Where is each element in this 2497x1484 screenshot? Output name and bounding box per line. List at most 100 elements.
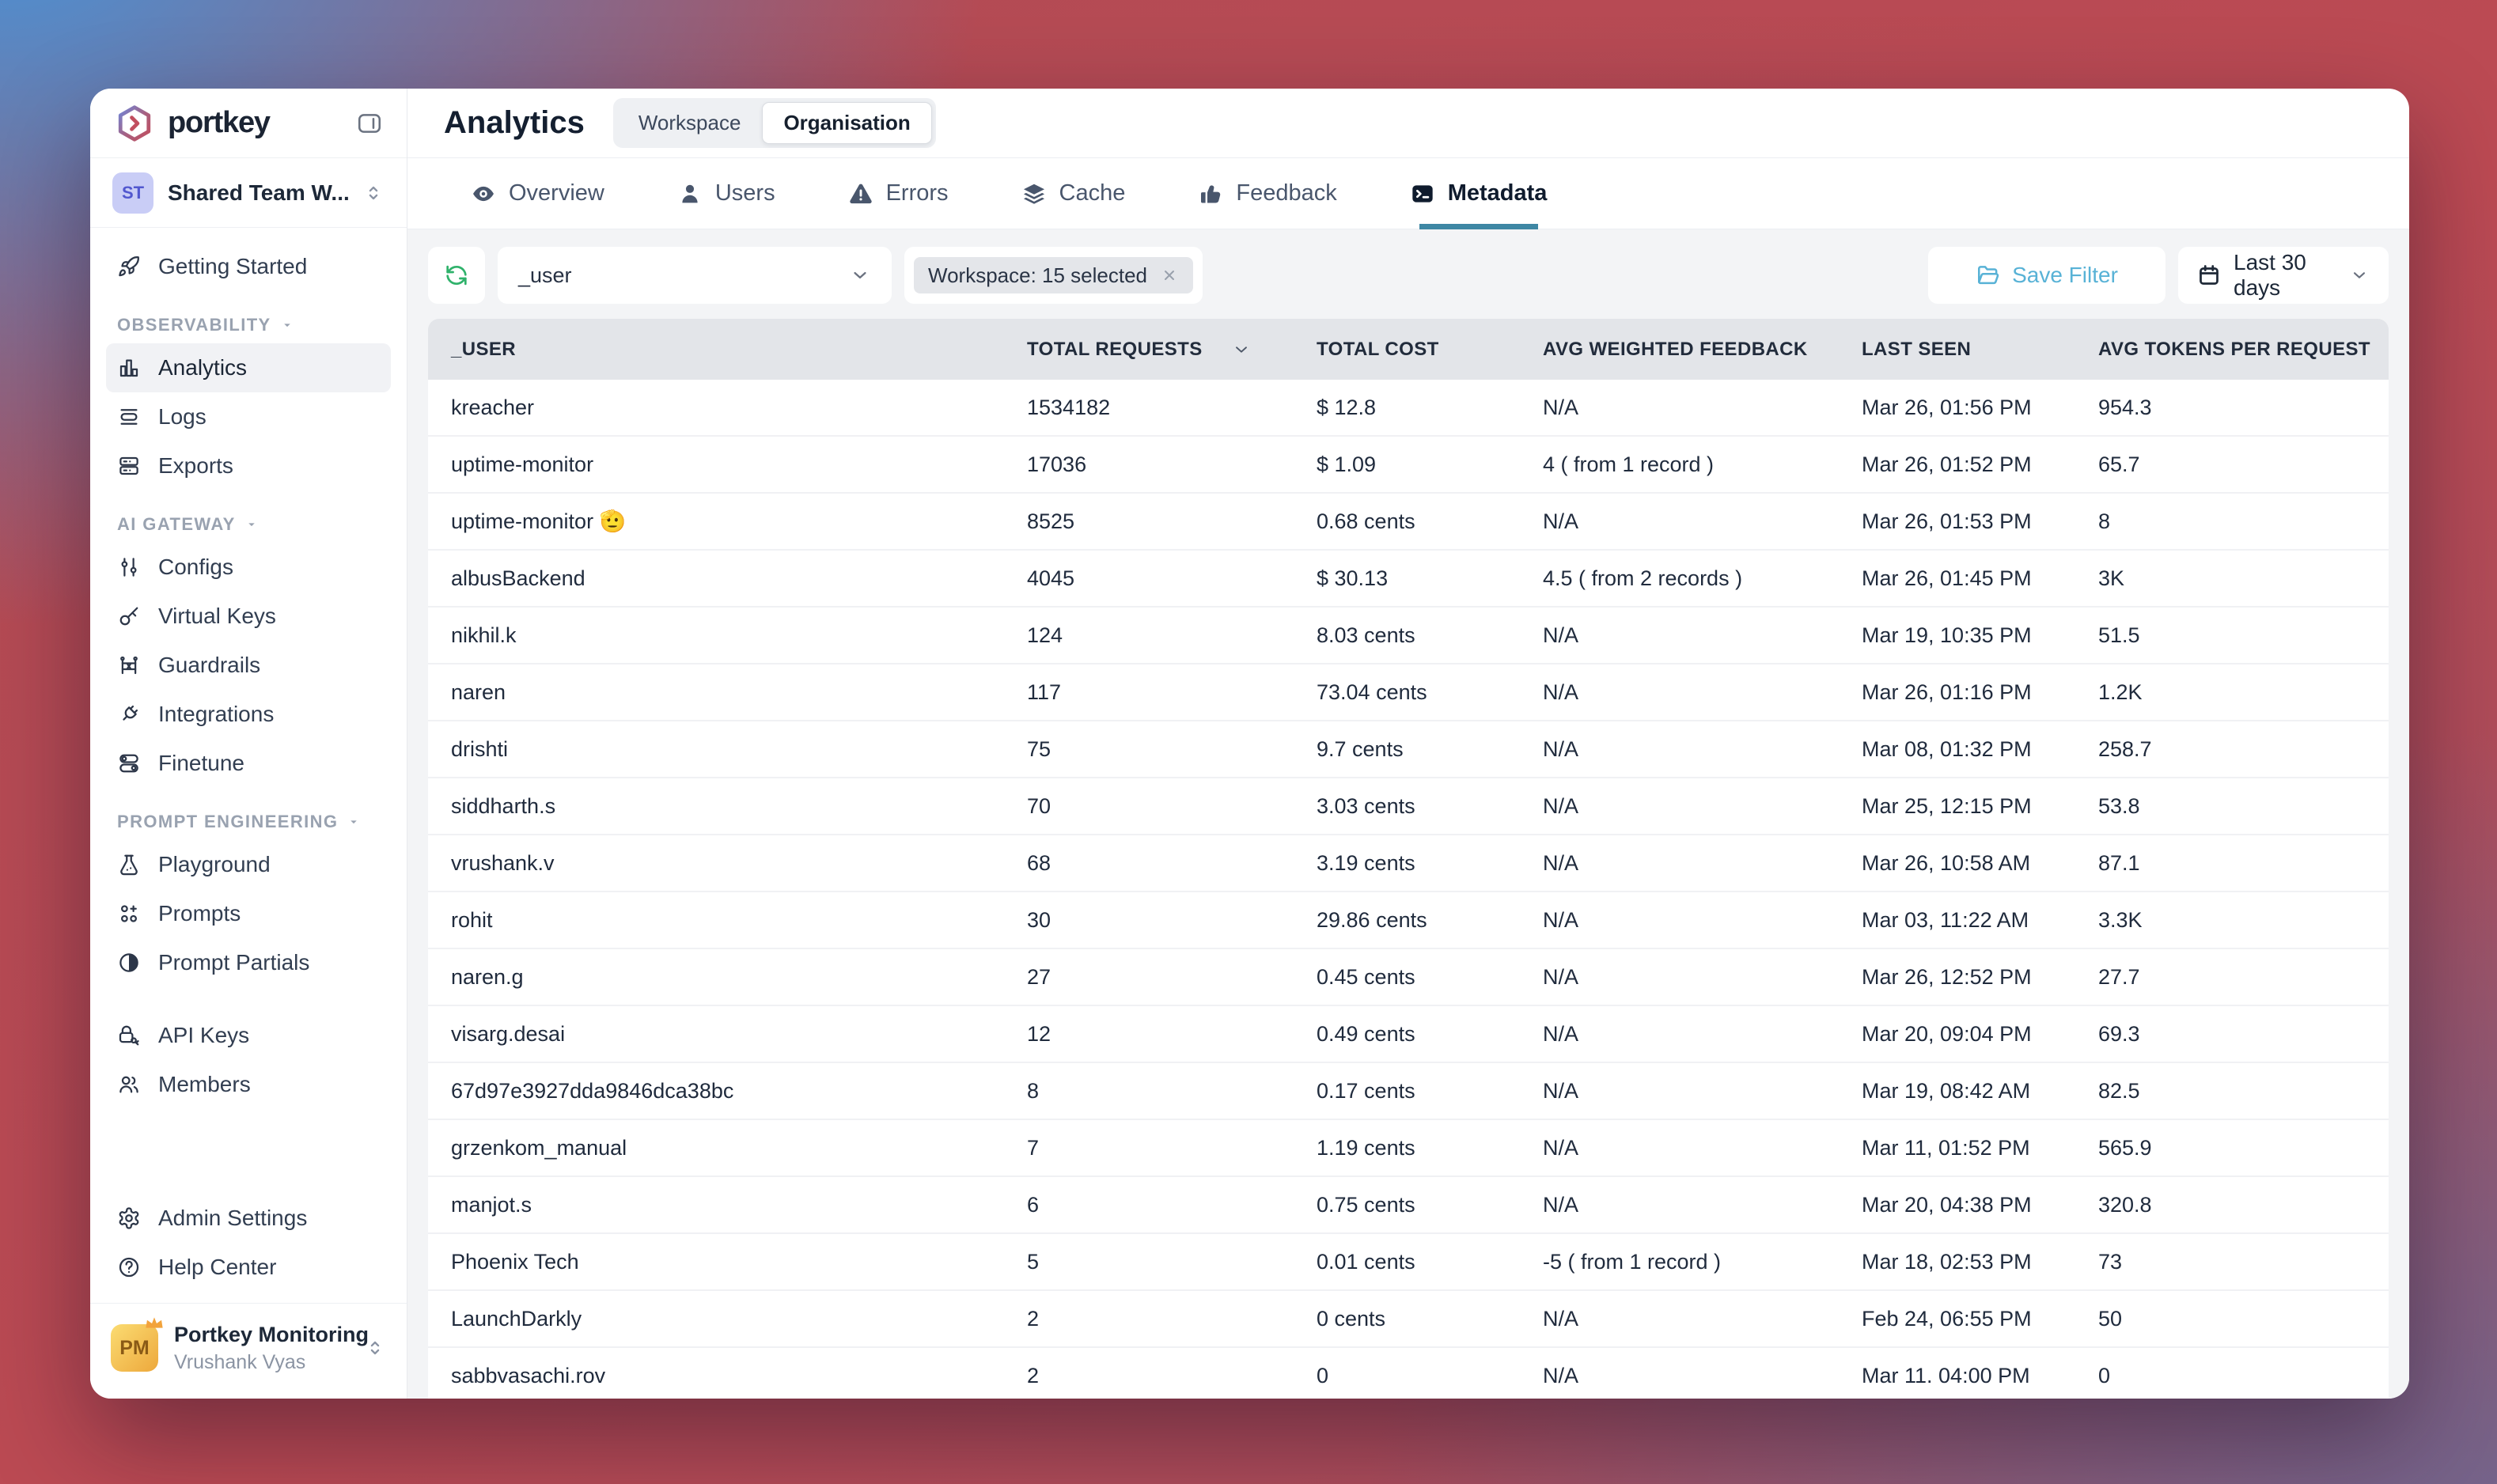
workspace-filter-chip[interactable]: Workspace: 15 selected xyxy=(914,257,1193,293)
sidebar-item-guardrails[interactable]: Guardrails xyxy=(106,641,391,690)
cell-avg_weighted_feedback: N/A xyxy=(1543,736,1579,761)
sidebar-item-label: Analytics xyxy=(158,355,248,380)
rocket-icon xyxy=(117,255,141,278)
column-header-user[interactable]: _USER xyxy=(428,339,1004,361)
close-icon[interactable] xyxy=(1160,266,1179,285)
sidebar-item-label: Logs xyxy=(158,404,207,429)
save-filter-label: Save Filter xyxy=(2012,263,2118,287)
tab-cache[interactable]: Cache xyxy=(985,158,1162,229)
content-area: _user Workspace: 15 selected xyxy=(407,229,2409,1399)
cell-total_requests: 4045 xyxy=(1027,566,1075,590)
cell-user: uptime-monitor 🫡 xyxy=(451,509,627,533)
sidebar-item-logs[interactable]: Logs xyxy=(106,392,391,441)
sidebar-item-admin-settings[interactable]: Admin Settings xyxy=(106,1194,391,1243)
cell-avg_weighted_feedback: N/A xyxy=(1543,907,1579,932)
cell-avg_tokens_per_request: 73 xyxy=(2098,1249,2123,1274)
column-header-total-requests[interactable]: TOTAL REQUESTS xyxy=(1004,339,1294,361)
cell-user: siddharth.s xyxy=(451,793,556,818)
column-header-last-seen[interactable]: LAST SEEN xyxy=(1839,339,2075,361)
sidebar-item-label: Prompts xyxy=(158,901,241,926)
sidebar-section-prompt-engineering[interactable]: PROMPT ENGINEERING xyxy=(106,812,391,832)
group-by-select[interactable]: _user xyxy=(498,247,892,304)
tab-errors[interactable]: Errors xyxy=(812,158,985,229)
sidebar-item-getting-started[interactable]: Getting Started xyxy=(106,242,391,291)
sidebar-item-label: Integrations xyxy=(158,702,275,726)
tab-users[interactable]: Users xyxy=(641,158,812,229)
configs-icon xyxy=(117,555,141,579)
cell-avg_tokens_per_request: 3K xyxy=(2098,566,2125,590)
cell-last_seen: Mar 26, 12:52 PM xyxy=(1862,964,2032,989)
user-icon xyxy=(677,181,703,206)
sidebar-item-api-keys[interactable]: API Keys xyxy=(106,1011,391,1060)
prompt-partials-icon xyxy=(117,951,141,975)
date-range-button[interactable]: Last 30 days xyxy=(2178,247,2389,304)
cell-avg_weighted_feedback: N/A xyxy=(1543,850,1579,875)
cell-avg_tokens_per_request: 954.3 xyxy=(2098,395,2152,419)
crown-icon xyxy=(141,1310,168,1342)
sidebar-item-prompt-partials[interactable]: Prompt Partials xyxy=(106,938,391,987)
cell-avg_weighted_feedback: N/A xyxy=(1543,793,1579,818)
cell-avg_tokens_per_request: 565.9 xyxy=(2098,1135,2152,1160)
scope-workspace-button[interactable]: Workspace xyxy=(617,102,763,144)
sidebar-item-virtual-keys[interactable]: Virtual Keys xyxy=(106,592,391,641)
column-header-avg-tokens-per-request[interactable]: AVG TOKENS PER REQUEST xyxy=(2075,339,2389,361)
cell-total_requests: 7 xyxy=(1027,1135,1040,1160)
cell-avg_weighted_feedback: N/A xyxy=(1543,1192,1579,1217)
scope-organisation-button[interactable]: Organisation xyxy=(762,102,932,144)
sidebar-item-help-center[interactable]: Help Center xyxy=(106,1243,391,1292)
terminal-icon xyxy=(1410,181,1435,206)
cell-last_seen: Mar 25, 12:15 PM xyxy=(1862,793,2032,818)
column-header-label: AVG WEIGHTED FEEDBACK xyxy=(1543,338,1808,360)
column-header-avg-weighted-feedback[interactable]: AVG WEIGHTED FEEDBACK xyxy=(1520,339,1839,361)
scope-toggle: Workspace Organisation xyxy=(612,98,936,148)
cell-avg_tokens_per_request: 51.5 xyxy=(2098,623,2140,647)
sidebar-section-observability[interactable]: OBSERVABILITY xyxy=(106,315,391,335)
sidebar-item-playground[interactable]: Playground xyxy=(106,840,391,889)
cell-total_cost: 0.49 cents xyxy=(1317,1021,1415,1046)
table-row: kreacher 1534182 $ 12.8 N/A Mar 26, 01:56 PM… xyxy=(428,380,2389,437)
cell-avg_weighted_feedback: N/A xyxy=(1543,1021,1579,1046)
cell-last_seen: Mar 26, 01:56 PM xyxy=(1862,395,2032,419)
thumbs-up-icon xyxy=(1198,181,1223,206)
caret-down-icon xyxy=(346,814,362,830)
table-row: rohit 30 29.86 cents N/A Mar 03, 11:22 AM 3.3… xyxy=(428,892,2389,949)
sidebar-item-integrations[interactable]: Integrations xyxy=(106,690,391,739)
tab-feedback[interactable]: Feedback xyxy=(1161,158,1373,229)
cell-total_requests: 17036 xyxy=(1027,452,1087,476)
portkey-logo: portkey xyxy=(114,103,271,144)
cell-total_cost: 0.45 cents xyxy=(1317,964,1415,989)
cell-total_requests: 70 xyxy=(1027,793,1051,818)
active-filters: Workspace: 15 selected xyxy=(904,247,1203,304)
column-header-total-cost[interactable]: TOTAL COST xyxy=(1294,339,1520,361)
sidebar-item-label: API Keys xyxy=(158,1023,250,1047)
cell-last_seen: Mar 26, 01:52 PM xyxy=(1862,452,2032,476)
sidebar-item-prompts[interactable]: Prompts xyxy=(106,889,391,938)
sort-chevron-icon[interactable] xyxy=(1231,339,1252,360)
table-row: siddharth.s 70 3.03 cents N/A Mar 25, 12:15 … xyxy=(428,778,2389,835)
sidebar-item-exports[interactable]: Exports xyxy=(106,441,391,490)
chevron-down-icon xyxy=(2349,265,2370,286)
account-initials: PM xyxy=(119,1336,150,1359)
refresh-button[interactable] xyxy=(428,247,485,304)
cell-last_seen: Mar 19, 08:42 AM xyxy=(1862,1078,2031,1103)
cell-total_requests: 5 xyxy=(1027,1249,1040,1274)
tab-metadata[interactable]: Metadata xyxy=(1374,158,1584,229)
cell-avg_weighted_feedback: -5 ( from 1 record ) xyxy=(1543,1249,1722,1274)
cell-total_requests: 30 xyxy=(1027,907,1051,932)
account-switcher[interactable]: PM Portkey Monitoring Vrushank Vyas xyxy=(106,1304,391,1392)
workspace-name: Shared Team W... xyxy=(168,180,348,205)
cell-last_seen: Mar 26, 01:16 PM xyxy=(1862,680,2032,704)
workspace-switcher[interactable]: ST Shared Team W... xyxy=(90,158,407,228)
guardrails-icon xyxy=(117,653,141,677)
sidebar-item-configs[interactable]: Configs xyxy=(106,543,391,592)
sidebar-item-members[interactable]: Members xyxy=(106,1060,391,1109)
collapse-sidebar-icon[interactable] xyxy=(356,110,383,137)
cell-total_requests: 68 xyxy=(1027,850,1051,875)
tab-overview[interactable]: Overview xyxy=(434,158,641,229)
sidebar-section-ai-gateway[interactable]: AI GATEWAY xyxy=(106,514,391,535)
portkey-logo-icon xyxy=(118,104,151,142)
table-row: vrushank.v 68 3.19 cents N/A Mar 26, 10:58 A… xyxy=(428,835,2389,892)
save-filter-button[interactable]: Save Filter xyxy=(1928,247,2165,304)
sidebar-item-finetune[interactable]: Finetune xyxy=(106,739,391,788)
sidebar-item-analytics[interactable]: Analytics xyxy=(106,343,391,392)
